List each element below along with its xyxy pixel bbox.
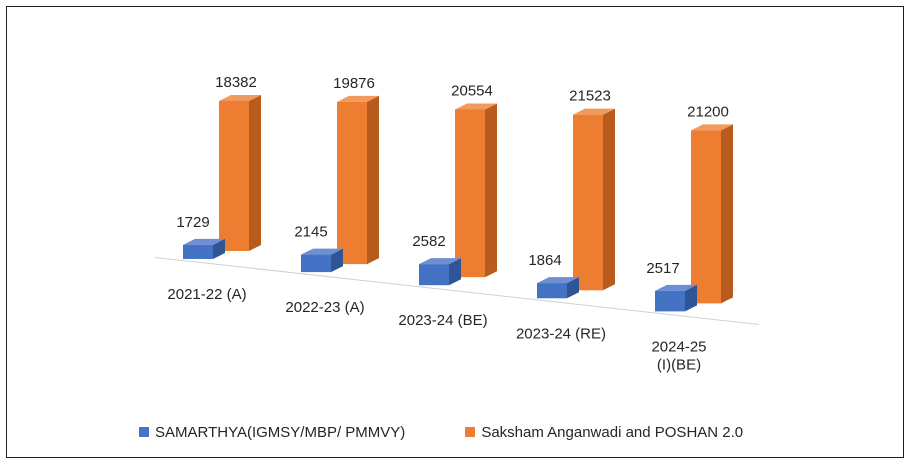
category-label-3-line-0: 2023-24 (RE)	[516, 325, 606, 342]
bar-samarthya-1-top	[301, 248, 343, 255]
bar-saksham-2-front	[455, 109, 485, 278]
bar-saksham-3-front	[573, 114, 603, 291]
bar-samarthya-2	[419, 258, 461, 286]
bar-saksham-0-top	[219, 95, 261, 101]
bar-saksham-4-front	[691, 130, 721, 304]
bar-samarthya-3	[537, 277, 579, 299]
bar-samarthya-2-front	[419, 264, 449, 286]
bar-samarthya-0	[183, 238, 225, 259]
bar-saksham-3-top	[573, 108, 615, 115]
category-label-0-line-0: 2021-22 (A)	[167, 286, 246, 303]
data-label-samarthya-1: 2145	[294, 224, 327, 241]
category-label-0: 2021-22 (A)	[167, 286, 246, 303]
bar-samarthya-0-top	[183, 238, 225, 245]
bar-saksham-0-front	[219, 101, 249, 251]
category-label-4-line-1: (I)(BE)	[657, 356, 701, 373]
bar-saksham-4	[691, 124, 733, 304]
chart-plot: 18382 1729 19876 2145 20554 2582 21523 1864 2120…	[154, 74, 760, 373]
bar-samarthya-1	[301, 248, 343, 273]
bar-samarthya-4-top	[655, 284, 697, 291]
category-label-2-line-0: 2023-24 (BE)	[398, 312, 487, 329]
legend-label-saksham: Saksham Anganwadi and POSHAN 2.0	[481, 423, 744, 441]
data-label-samarthya-2: 2582	[412, 233, 445, 250]
category-label-4-line-0: 2024-25	[651, 338, 706, 355]
bar-saksham-1-front	[337, 101, 367, 265]
category-label-4: 2024-25 (I)(BE)	[651, 338, 706, 373]
category-label-1-line-0: 2022-23 (A)	[285, 299, 364, 316]
bar-samarthya-0-side	[213, 238, 225, 259]
legend: SAMARTHYA(IGMSY/MBP/ PMMVY) Saksham Anga…	[139, 420, 803, 444]
bar-samarthya-1-side	[331, 248, 343, 273]
category-label-1: 2022-23 (A)	[285, 299, 364, 316]
bar-saksham-3-side	[603, 108, 615, 291]
data-label-samarthya-0: 1729	[176, 214, 209, 231]
data-label-saksham-3: 21523	[569, 88, 611, 105]
data-label-samarthya-4: 2517	[646, 260, 679, 277]
bar-saksham-2-side	[485, 103, 497, 278]
bar-saksham-2-top	[455, 103, 497, 110]
legend-item-samarthya: SAMARTHYA(IGMSY/MBP/ PMMVY)	[139, 424, 405, 441]
data-label-saksham-0: 18382	[215, 74, 257, 91]
data-label-saksham-2: 20554	[451, 82, 493, 99]
legend-label-samarthya: SAMARTHYA(IGMSY/MBP/ PMMVY)	[155, 423, 406, 441]
data-label-saksham-1: 19876	[333, 75, 375, 92]
bar-saksham-4-top	[691, 124, 733, 131]
legend-item-saksham: Saksham Anganwadi and POSHAN 2.0	[465, 424, 743, 441]
bar-saksham-4-side	[721, 124, 733, 304]
bar-saksham-0-side	[249, 95, 261, 251]
bar-saksham-3	[573, 108, 615, 291]
bar-saksham-0	[219, 95, 261, 251]
data-label-saksham-4: 21200	[687, 103, 729, 120]
data-label-samarthya-3: 1864	[528, 252, 561, 269]
bar-samarthya-3-front	[537, 283, 567, 299]
category-label-3: 2023-24 (RE)	[516, 325, 606, 342]
legend-swatch-saksham	[465, 427, 476, 437]
bar-samarthya-1-front	[301, 254, 331, 273]
bar-saksham-1-side	[367, 95, 379, 265]
legend-swatch-samarthya	[139, 427, 149, 437]
bar-samarthya-4-side	[685, 284, 697, 312]
bar-samarthya-3-side	[567, 277, 579, 299]
bar-saksham-2	[455, 103, 497, 278]
bar-saksham-1-top	[337, 95, 379, 102]
floor-line	[154, 256, 760, 325]
bar-saksham-1	[337, 95, 379, 265]
chart-frame: 18382 1729 19876 2145 20554 2582 21523 1864 2120…	[6, 6, 904, 458]
bar-samarthya-4	[655, 284, 697, 312]
bar-samarthya-0-front	[183, 244, 213, 259]
bar-samarthya-2-side	[449, 258, 461, 286]
bar-samarthya-4-front	[655, 290, 685, 312]
category-label-2: 2023-24 (BE)	[398, 312, 487, 329]
bar-samarthya-2-top	[419, 258, 461, 265]
bar-samarthya-3-top	[537, 277, 579, 284]
